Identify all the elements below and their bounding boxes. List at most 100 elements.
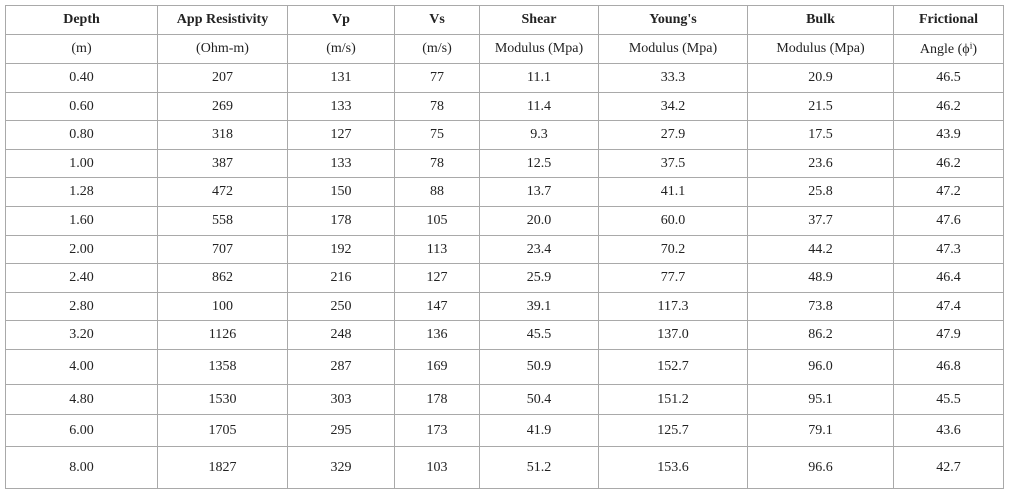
table-cell: 178 [287, 206, 395, 236]
data-row: 2.00 707 192 113 23.4 70.2 44.2 47.3 [5, 235, 1004, 264]
table-cell: 1.00 [5, 149, 158, 178]
table-cell: 133 [287, 92, 395, 121]
table-cell: 1827 [157, 446, 288, 489]
data-row: 1.28 472 150 88 13.7 41.1 25.8 47.2 [5, 177, 1004, 207]
table-cell: 43.6 [893, 414, 1004, 447]
table-cell: 2.40 [5, 263, 158, 293]
table-cell: 44.2 [747, 235, 894, 264]
header-cell: (m) [5, 34, 158, 64]
table-cell: 37.5 [598, 149, 748, 178]
table-cell: 152.7 [598, 349, 748, 385]
data-row: 0.40 207 131 77 11.1 33.3 20.9 46.5 [5, 63, 1004, 93]
table-cell: 0.80 [5, 120, 158, 150]
table-cell: 13.7 [479, 177, 599, 207]
table-cell: 178 [394, 384, 480, 415]
table-cell: 42.7 [893, 446, 1004, 489]
table-cell: 136 [394, 320, 480, 350]
table-cell: 20.0 [479, 206, 599, 236]
table-cell: 46.5 [893, 63, 1004, 93]
table-cell: 318 [157, 120, 288, 150]
table-cell: 2.80 [5, 292, 158, 321]
header-cell: Shear [479, 5, 599, 35]
table-cell: 192 [287, 235, 395, 264]
table-cell: 207 [157, 63, 288, 93]
table-cell: 151.2 [598, 384, 748, 415]
table-cell: 37.7 [747, 206, 894, 236]
table-cell: 73.8 [747, 292, 894, 321]
table-cell: 150 [287, 177, 395, 207]
table-cell: 105 [394, 206, 480, 236]
table-cell: 25.9 [479, 263, 599, 293]
table-cell: 1705 [157, 414, 288, 447]
table-cell: 41.1 [598, 177, 748, 207]
table-cell: 45.5 [893, 384, 1004, 415]
table-cell: 48.9 [747, 263, 894, 293]
table-cell: 131 [287, 63, 395, 93]
table-cell: 43.9 [893, 120, 1004, 150]
table-cell: 39.1 [479, 292, 599, 321]
header-cell: Modulus (Mpa) [598, 34, 748, 64]
header-row: Depth App Resistivity Vp Vs Shear Young's Bulk… [5, 5, 1004, 35]
data-row: 8.00 1827 329 103 51.2 153.6 96.6 42.7 [5, 446, 1004, 489]
table-cell: 295 [287, 414, 395, 447]
data-row: 3.20 1126 248 136 45.5 137.0 86.2 47.9 [5, 320, 1004, 350]
table-cell: 45.5 [479, 320, 599, 350]
table-cell: 34.2 [598, 92, 748, 121]
table-cell: 1358 [157, 349, 288, 385]
table-cell: 0.40 [5, 63, 158, 93]
table-cell: 558 [157, 206, 288, 236]
table-cell: 11.1 [479, 63, 599, 93]
table-cell: 47.3 [893, 235, 1004, 264]
table-cell: 46.4 [893, 263, 1004, 293]
table-cell: 862 [157, 263, 288, 293]
table-cell: 113 [394, 235, 480, 264]
table-cell: 47.2 [893, 177, 1004, 207]
table-cell: 9.3 [479, 120, 599, 150]
table-cell: 137.0 [598, 320, 748, 350]
header-cell: (m/s) [287, 34, 395, 64]
table-cell: 1530 [157, 384, 288, 415]
table-cell: 103 [394, 446, 480, 489]
header-row: (m) (Ohm-m) (m/s) (m/s) Modulus (Mpa) Modulus… [5, 34, 1004, 64]
table-cell: 387 [157, 149, 288, 178]
table-cell: 1.28 [5, 177, 158, 207]
table-cell: 27.9 [598, 120, 748, 150]
header-cell: Frictional [893, 5, 1004, 35]
table-cell: 33.3 [598, 63, 748, 93]
data-row: 1.60 558 178 105 20.0 60.0 37.7 47.6 [5, 206, 1004, 236]
table-cell: 95.1 [747, 384, 894, 415]
data-row: 6.00 1705 295 173 41.9 125.7 79.1 43.6 [5, 414, 1004, 447]
data-row: 1.00 387 133 78 12.5 37.5 23.6 46.2 [5, 149, 1004, 178]
table-cell: 1.60 [5, 206, 158, 236]
table-cell: 11.4 [479, 92, 599, 121]
table-cell: 12.5 [479, 149, 599, 178]
table-cell: 75 [394, 120, 480, 150]
header-cell: Young's [598, 5, 748, 35]
table-cell: 23.6 [747, 149, 894, 178]
table-cell: 20.9 [747, 63, 894, 93]
table-cell: 50.4 [479, 384, 599, 415]
table-cell: 1126 [157, 320, 288, 350]
table-cell: 47.9 [893, 320, 1004, 350]
data-row: 0.80 318 127 75 9.3 27.9 17.5 43.9 [5, 120, 1004, 150]
table-cell: 127 [394, 263, 480, 293]
table-cell: 4.00 [5, 349, 158, 385]
data-row: 4.00 1358 287 169 50.9 152.7 96.0 46.8 [5, 349, 1004, 385]
data-row: 4.80 1530 303 178 50.4 151.2 95.1 45.5 [5, 384, 1004, 415]
table-cell: 173 [394, 414, 480, 447]
data-row: 2.80 100 250 147 39.1 117.3 73.8 47.4 [5, 292, 1004, 321]
table-cell: 86.2 [747, 320, 894, 350]
table-cell: 329 [287, 446, 395, 489]
table-cell: 79.1 [747, 414, 894, 447]
header-cell: Bulk [747, 5, 894, 35]
table-cell: 78 [394, 92, 480, 121]
table-cell: 96.0 [747, 349, 894, 385]
table-cell: 125.7 [598, 414, 748, 447]
table-cell: 46.8 [893, 349, 1004, 385]
table-cell: 51.2 [479, 446, 599, 489]
table-cell: 2.00 [5, 235, 158, 264]
table-cell: 100 [157, 292, 288, 321]
table-cell: 47.4 [893, 292, 1004, 321]
header-cell: Vs [394, 5, 480, 35]
